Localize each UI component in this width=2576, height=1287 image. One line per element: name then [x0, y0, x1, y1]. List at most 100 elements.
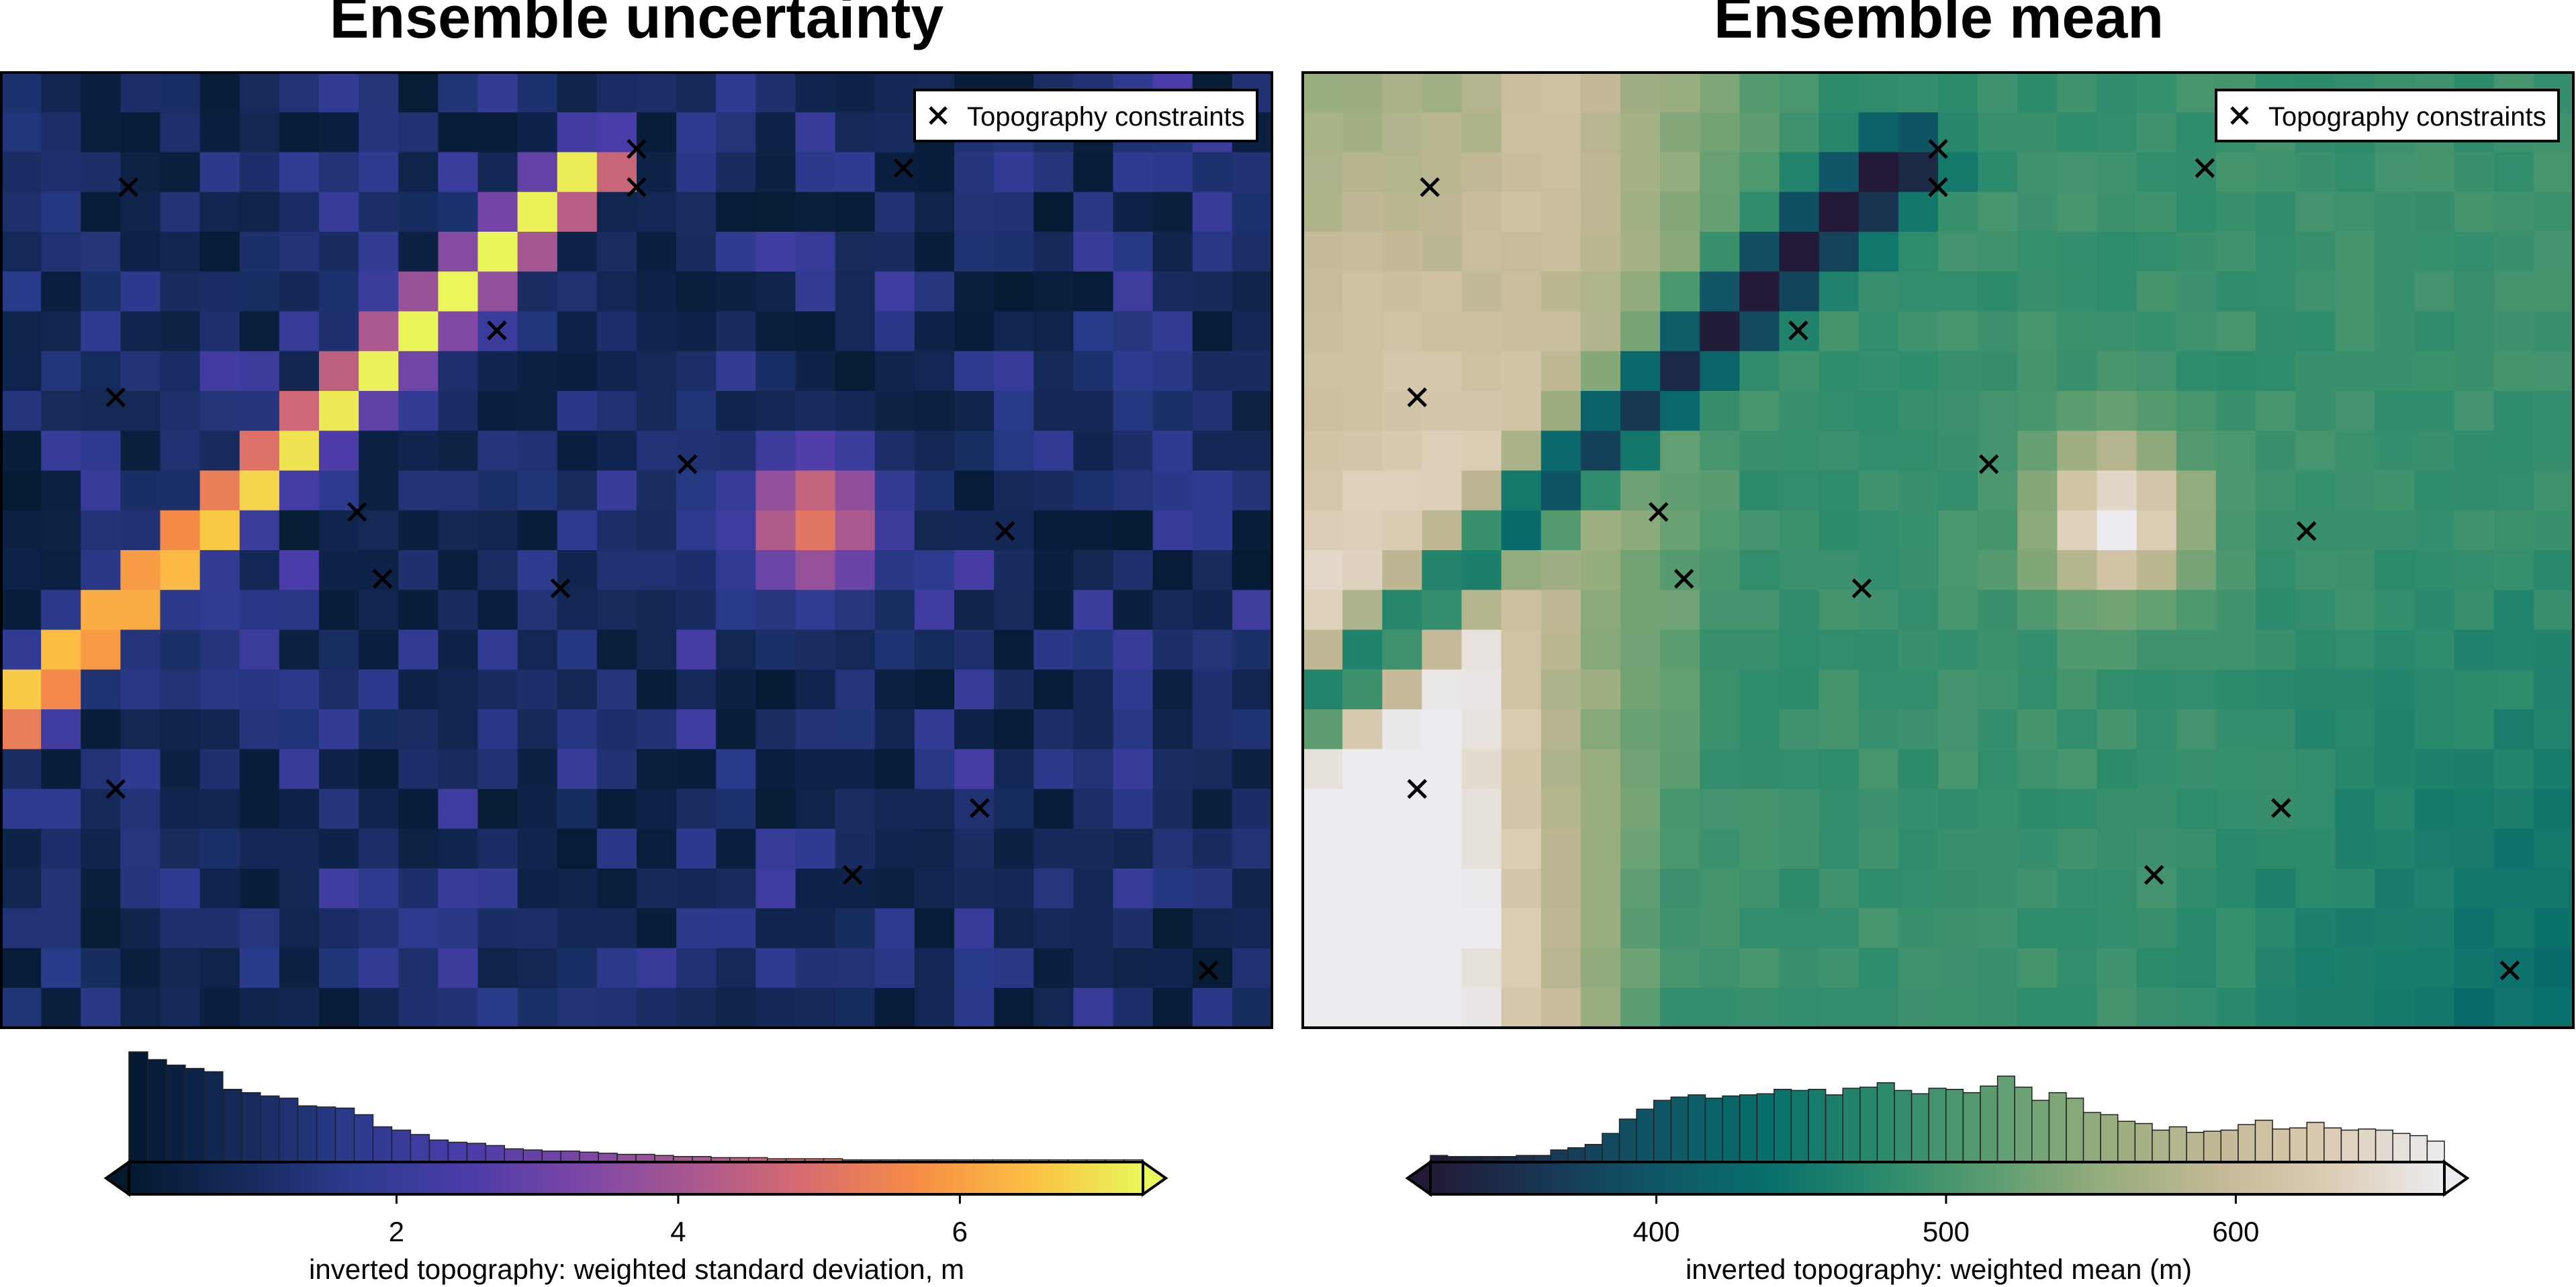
heatmap-cell — [1303, 510, 1343, 551]
heatmap-cell — [1858, 470, 1899, 511]
histogram-bar — [2048, 1092, 2067, 1163]
heatmap-cell — [1152, 311, 1193, 352]
heatmap-cell — [1779, 709, 1820, 750]
heatmap-cell — [1779, 152, 1820, 193]
histogram-bar — [2082, 1112, 2101, 1163]
heatmap-cell — [716, 112, 757, 153]
heatmap-cell — [1382, 112, 1423, 153]
heatmap-cell — [1232, 629, 1273, 670]
heatmap-cell — [279, 351, 320, 392]
heatmap-cell — [1978, 112, 2019, 153]
heatmap-cell — [557, 828, 598, 869]
heatmap-cell — [2414, 948, 2455, 989]
heatmap-cell — [954, 749, 995, 790]
heatmap-cell — [676, 510, 717, 551]
heatmap-cell — [676, 948, 717, 989]
heatmap-cell — [120, 789, 161, 830]
heatmap-cell — [2215, 987, 2256, 1028]
heatmap-cell — [1152, 789, 1193, 830]
histogram-bar — [410, 1134, 430, 1163]
heatmap-cell — [319, 271, 359, 312]
heatmap-cell — [199, 510, 240, 551]
heatmap-cell — [637, 669, 677, 710]
heatmap-cell — [1540, 550, 1581, 591]
heatmap-cell — [835, 908, 876, 949]
heatmap-cell — [1898, 311, 1939, 352]
heatmap-cell — [1978, 869, 2019, 909]
heatmap-cell — [1, 869, 42, 909]
heatmap-cell — [1938, 869, 1978, 909]
heatmap-cell — [1422, 908, 1463, 949]
heatmap-cell — [954, 987, 995, 1028]
heatmap-cell — [1779, 629, 1820, 670]
histogram-bar — [2168, 1126, 2187, 1163]
heatmap-cell — [2097, 709, 2137, 750]
heatmap-cell — [517, 828, 558, 869]
heatmap-cell — [2493, 311, 2534, 352]
heatmap-cell — [1739, 351, 1780, 392]
heatmap-cell — [637, 73, 677, 114]
heatmap-cell — [2136, 73, 2177, 114]
heatmap-cell — [239, 550, 280, 591]
heatmap-cell — [1819, 470, 1859, 511]
heatmap-cell — [557, 987, 598, 1028]
heatmap-cell — [2256, 431, 2296, 472]
heatmap-cell — [1422, 73, 1463, 114]
heatmap-cell — [596, 789, 637, 830]
heatmap-cell — [2533, 391, 2574, 432]
heatmap-cell — [1073, 669, 1114, 710]
constraint-marker — [627, 177, 647, 197]
heatmap-cell — [676, 112, 717, 153]
heatmap-cell — [1819, 431, 1859, 472]
heatmap-cell — [2215, 232, 2256, 273]
heatmap-cell — [2295, 789, 2336, 830]
heatmap-cell — [676, 550, 717, 591]
heatmap-cell — [1073, 311, 1114, 352]
heatmap-cell — [755, 789, 796, 830]
heatmap-cell — [41, 431, 82, 472]
heatmap-cell — [676, 73, 717, 114]
heatmap-cell — [716, 232, 757, 273]
heatmap-cell — [160, 987, 201, 1028]
heatmap-cell — [1501, 987, 1542, 1028]
heatmap-cell — [2176, 869, 2217, 909]
heatmap-cell — [2414, 271, 2455, 312]
heatmap-cell — [914, 749, 955, 790]
heatmap-cell — [1113, 948, 1154, 989]
heatmap-cell — [199, 987, 240, 1028]
heatmap-cell — [795, 948, 836, 989]
heatmap-cell — [120, 948, 161, 989]
heatmap-cell — [477, 669, 518, 710]
heatmap-cell — [1113, 311, 1154, 352]
heatmap-cell — [2057, 311, 2098, 352]
heatmap-cell — [1382, 629, 1423, 670]
heatmap-cell — [1700, 550, 1741, 591]
heatmap-cell — [2493, 470, 2534, 511]
heatmap-cell — [676, 789, 717, 830]
heatmap-cell — [1779, 828, 1820, 869]
heatmap-cell — [795, 351, 836, 392]
heatmap-cell — [1660, 789, 1701, 830]
heatmap-cell — [1033, 590, 1074, 631]
heatmap-cell — [1779, 590, 1820, 631]
heatmap-cell — [874, 749, 915, 790]
heatmap-cell — [2295, 869, 2336, 909]
heatmap-cell — [1898, 550, 1939, 591]
heatmap-cell — [795, 431, 836, 472]
histogram-bar — [504, 1148, 524, 1163]
heatmap-cell — [81, 869, 122, 909]
heatmap-cell — [1501, 112, 1542, 153]
heatmap-cell — [2097, 470, 2137, 511]
heatmap-cell — [1819, 709, 1859, 750]
heatmap-cell — [279, 510, 320, 551]
heatmap-cell — [1422, 948, 1463, 989]
heatmap-cell — [1033, 431, 1074, 472]
histogram-bar — [147, 1059, 167, 1163]
heatmap-cell — [1978, 789, 2019, 830]
heatmap-cell — [2057, 232, 2098, 273]
heatmap-cell — [1303, 73, 1343, 114]
heatmap-cell — [1232, 271, 1273, 312]
heatmap-cell — [835, 510, 876, 551]
heatmap-cell — [2256, 351, 2296, 392]
heatmap-cell — [1819, 550, 1859, 591]
